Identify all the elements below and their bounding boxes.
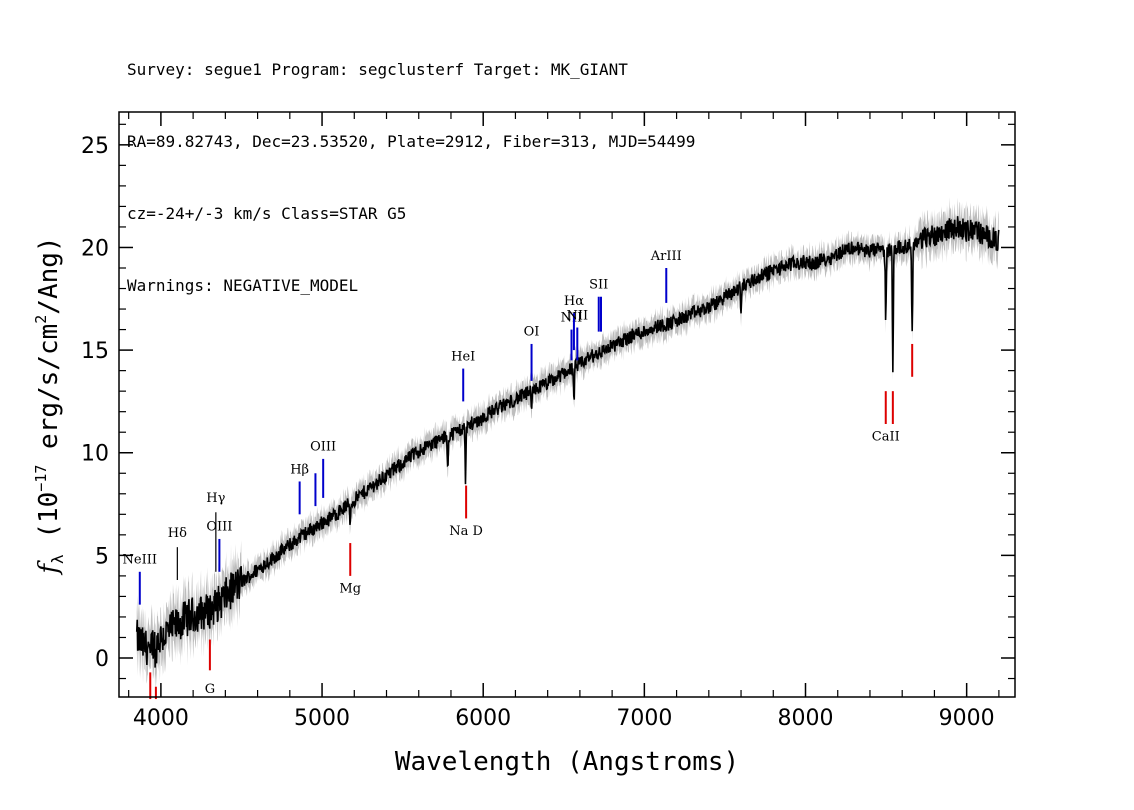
line-marker-label: Hα [564, 294, 584, 309]
axis-ticks-group: 4000 5000 6000 7000 8000 9000 0 5 10 15 20 25 [81, 112, 1015, 731]
y-axis-lambda-sub: λ [48, 554, 67, 564]
spectrum-header: Survey: segue1 Program: segclusterf Targ… [127, 10, 695, 322]
line-marker-label: Mg [339, 581, 361, 596]
line-marker-label: HeI [451, 349, 475, 364]
spectrum-line [135, 216, 1000, 668]
line-marker-label: OI [524, 325, 540, 340]
x-axis-title: Wavelength (Angstroms) [395, 747, 739, 777]
line-marker-label: Na D [449, 524, 483, 539]
x-tick-label: 9000 [939, 706, 995, 731]
y-tick-label: 15 [81, 339, 109, 364]
header-warnings-line: Warnings: NEGATIVE_MODEL [127, 276, 359, 295]
line-marker-label: Hδ [168, 526, 187, 541]
x-tick-label: 6000 [455, 706, 511, 731]
line-marker-label: Hβ [290, 462, 309, 477]
line-marker-label: NII [566, 308, 588, 323]
y-axis-exponent: −17 [32, 465, 50, 492]
y-axis-title: fλ (10−17 erg/s/cm2/Ang) [32, 236, 67, 575]
header-survey-line: Survey: segue1 Program: segclusterf Targ… [127, 60, 628, 79]
plot-frame [118, 111, 1016, 698]
line-marker-label: OIII [206, 520, 232, 535]
header-redshift-class-line: cz=-24+/-3 km/s Class=STAR G5 [127, 204, 407, 223]
x-tick-label: 5000 [294, 706, 350, 731]
line-marker-label: CaII [872, 429, 900, 444]
line-marker-label: NII [561, 310, 583, 325]
line-marker-label: ArIII [650, 249, 682, 264]
line-marker-label: SII [589, 278, 608, 293]
x-tick-label: 8000 [778, 706, 834, 731]
spectrum-group [135, 216, 1000, 668]
x-tick-label: 4000 [133, 706, 189, 731]
error-band-group [136, 197, 999, 693]
error-band [136, 197, 999, 693]
y-tick-label: 5 [95, 544, 109, 569]
svg-text:fλ (10−17 erg/s/cm2/Ang): fλ (10−17 erg/s/cm2/Ang) [32, 236, 67, 575]
line-marker-label: NeIII [123, 553, 157, 568]
line-markers-group: NeIIIHδHγOIIIHβOIIIHeIOINIIHαNIISIIArIII… [123, 249, 914, 700]
y-tick-label: 0 [95, 647, 109, 672]
y-tick-label: 20 [81, 236, 109, 261]
header-coordinates-line: RA=89.82743, Dec=23.53520, Plate=2912, F… [127, 132, 696, 151]
line-marker-label: OIII [310, 440, 336, 455]
line-marker-label: G [205, 682, 215, 697]
line-marker-label: Hγ [206, 491, 225, 506]
y-tick-label: 25 [81, 134, 109, 159]
x-tick-label: 7000 [616, 706, 672, 731]
y-tick-label: 10 [81, 442, 109, 467]
